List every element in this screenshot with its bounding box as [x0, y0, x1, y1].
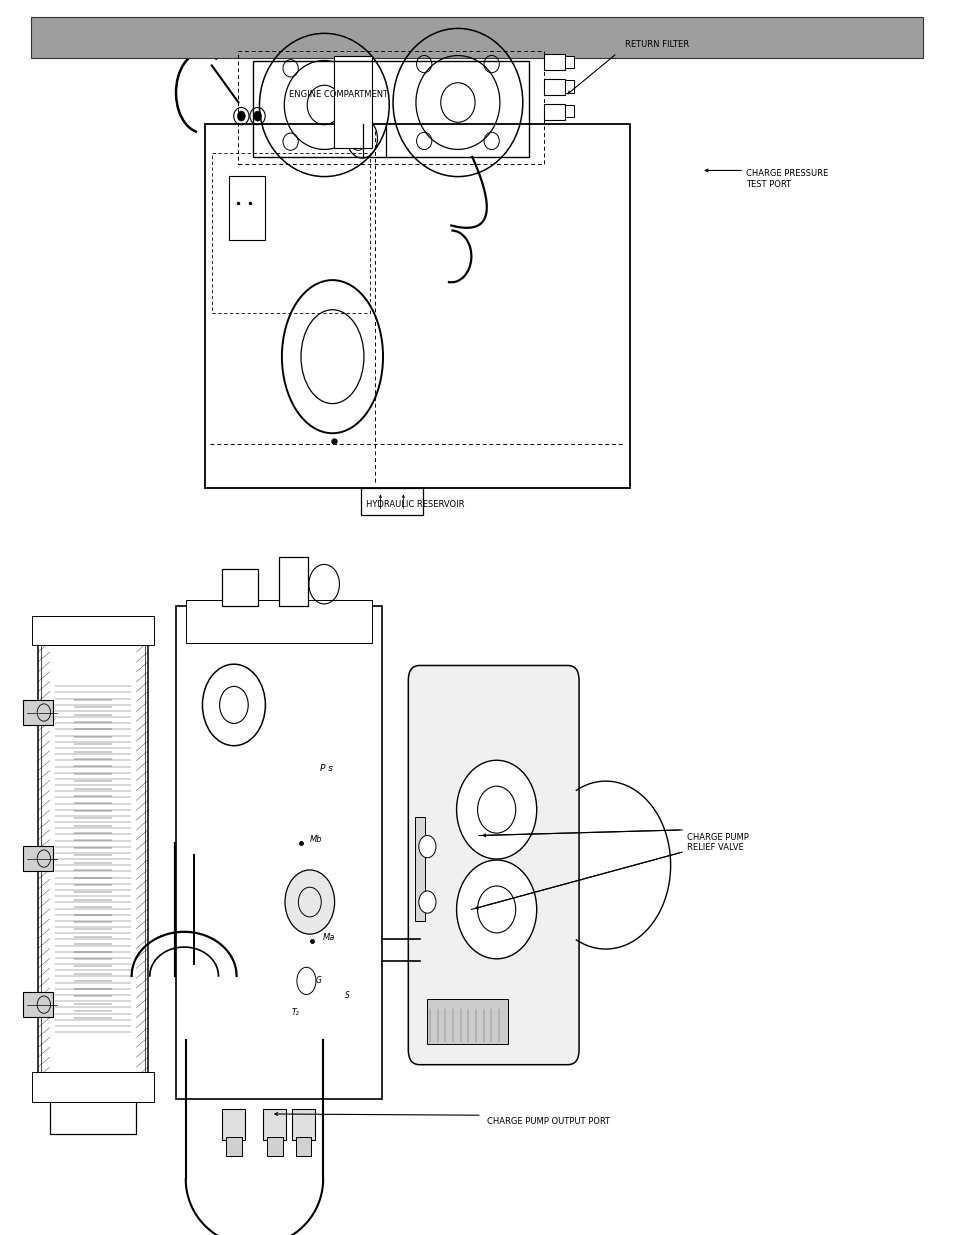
Bar	[32, 1072, 153, 1102]
Bar	[38, 630, 148, 1087]
Bar	[427, 999, 508, 1044]
Bar	[267, 1137, 282, 1156]
Ellipse shape	[456, 860, 537, 958]
Bar	[32, 615, 153, 645]
Bar	[238, 51, 543, 164]
Ellipse shape	[285, 869, 335, 934]
Text: S: S	[344, 992, 349, 1000]
Bar	[23, 700, 53, 725]
Bar	[360, 488, 422, 515]
Bar	[334, 56, 372, 148]
Bar	[292, 1109, 314, 1140]
Bar	[23, 846, 53, 871]
Bar	[30, 17, 923, 58]
Bar	[253, 61, 529, 157]
Bar	[186, 600, 372, 643]
Text: T₂: T₂	[291, 1009, 298, 1018]
Text: ENGINE COMPARTMENT: ENGINE COMPARTMENT	[289, 90, 388, 99]
Ellipse shape	[237, 111, 245, 121]
Bar	[205, 124, 629, 488]
Bar	[295, 1137, 311, 1156]
Bar	[41, 634, 145, 1083]
Ellipse shape	[290, 762, 307, 787]
Bar	[564, 56, 574, 68]
Bar	[50, 1087, 136, 1134]
Bar	[23, 992, 53, 1016]
Text: Mb: Mb	[310, 835, 322, 844]
Text: RETURN FILTER: RETURN FILTER	[624, 41, 688, 49]
Bar	[212, 153, 370, 312]
Text: CHARGE PRESSURE
TEST PORT: CHARGE PRESSURE TEST PORT	[745, 169, 827, 189]
Bar	[415, 818, 424, 920]
Bar	[564, 105, 574, 117]
Bar	[222, 1109, 245, 1140]
Bar	[543, 54, 564, 70]
Ellipse shape	[295, 769, 302, 779]
Bar	[543, 79, 564, 95]
Bar	[221, 569, 257, 606]
Bar	[229, 175, 265, 240]
FancyBboxPatch shape	[408, 666, 578, 1065]
Bar	[226, 1137, 241, 1156]
Text: P s: P s	[320, 764, 333, 773]
Bar	[543, 104, 564, 120]
Bar	[263, 1109, 286, 1140]
Text: HYDRAULIC RESERVOIR: HYDRAULIC RESERVOIR	[365, 500, 464, 509]
Bar	[564, 80, 574, 93]
Ellipse shape	[456, 761, 537, 860]
Text: CHARGE PUMP
RELIEF VALVE: CHARGE PUMP RELIEF VALVE	[686, 832, 748, 852]
Text: CHARGE PUMP OUTPUT PORT: CHARGE PUMP OUTPUT PORT	[486, 1116, 609, 1126]
Bar	[278, 557, 307, 606]
Ellipse shape	[418, 836, 436, 858]
Text: G: G	[315, 977, 321, 986]
Text: Ma: Ma	[323, 934, 335, 942]
Bar	[176, 606, 381, 1099]
Ellipse shape	[418, 890, 436, 913]
Ellipse shape	[253, 111, 261, 121]
